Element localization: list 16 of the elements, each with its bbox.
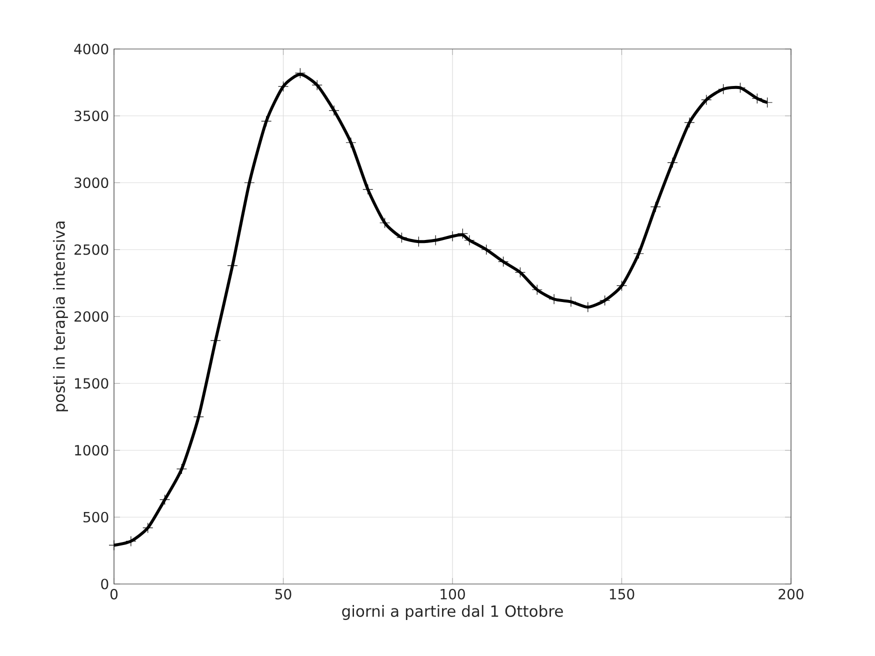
y-tick-label: 1000 <box>75 444 108 456</box>
y-tick-label: 3500 <box>74 110 108 122</box>
x-tick-label: 50 <box>275 588 292 600</box>
y-tick-label: 0 <box>101 578 108 590</box>
y-axis-title: posti in terapia intensiva <box>52 222 68 412</box>
y-tick-label: 1500 <box>75 378 108 389</box>
y-tick-label: 500 <box>83 512 108 522</box>
x-axis-title: giorni a partire dal 1 Ottobre <box>342 604 563 620</box>
x-tick-label: 0 <box>110 588 118 600</box>
x-tick-label: 200 <box>778 588 804 600</box>
x-tick-label: 150 <box>610 588 634 600</box>
y-tick-label: 2500 <box>74 244 108 255</box>
y-tick-label: 4000 <box>74 44 108 54</box>
y-tick-label: 3000 <box>74 177 108 188</box>
x-tick-label: 100 <box>440 588 465 600</box>
y-tick-label: 2000 <box>74 311 108 322</box>
